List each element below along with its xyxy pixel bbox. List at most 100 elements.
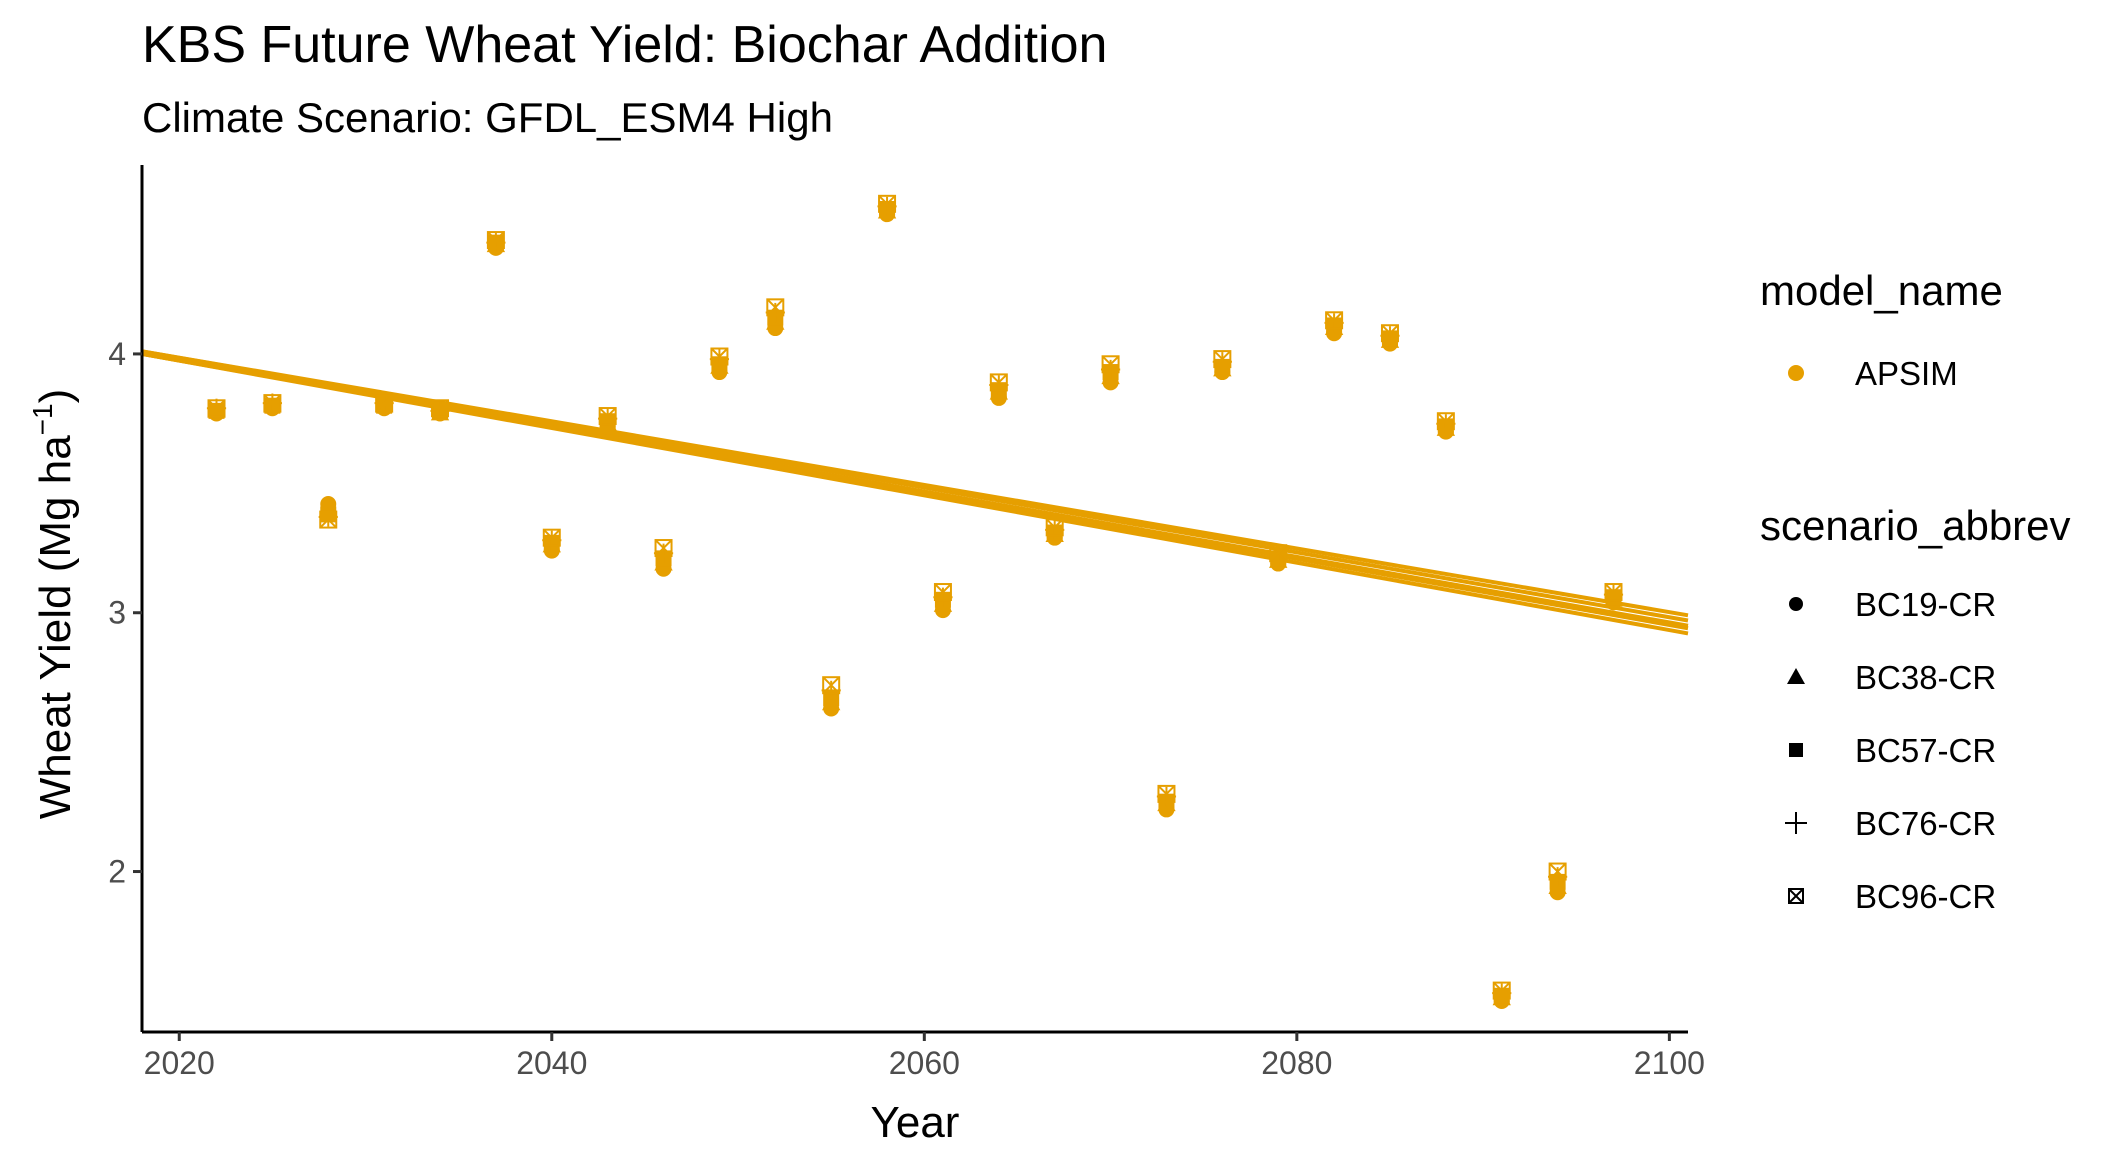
point-bc96-cr-2046-box xyxy=(654,539,673,558)
legend-scenario-key-bc76-cr xyxy=(1785,812,1807,834)
point-bc96-cr-2082-d2 xyxy=(1325,311,1343,329)
y-tick-label-2: 2 xyxy=(108,854,126,890)
point-bc96-cr-2025-d2 xyxy=(263,394,282,412)
point-bc96-cr-2046 xyxy=(654,539,673,558)
point-bc96-cr-2064-d2 xyxy=(990,373,1008,392)
trend-line-5 xyxy=(141,349,1689,618)
point-bc96-cr-2088 xyxy=(1436,412,1455,431)
legend-model-key-apsim xyxy=(1788,365,1804,381)
point-bc96-cr-2022-box xyxy=(207,399,226,418)
legend-scenario-key-bc19-cr xyxy=(1789,597,1803,611)
point-bc96-cr-2028-d2 xyxy=(319,510,337,529)
point-bc96-cr-2043 xyxy=(598,407,617,426)
legend-scenario-label-bc38-cr: BC38-CR xyxy=(1855,659,1996,696)
legend-model-title: model_name xyxy=(1760,267,2003,314)
point-bc96-cr-2076 xyxy=(1213,350,1232,369)
point-bc96-cr-2040-box xyxy=(542,528,561,547)
point-bc96-cr-2031-box xyxy=(375,394,394,413)
point-bc96-cr-2028-box xyxy=(319,510,338,529)
point-bc96-cr-2070-d2 xyxy=(1101,355,1120,373)
x-tick-label-2040: 2040 xyxy=(516,1045,587,1081)
point-bc96-cr-2058-box xyxy=(878,194,897,213)
y-axis-title-superscript: −1 xyxy=(27,403,58,435)
point-bc96-cr-2046-d2 xyxy=(654,539,673,557)
point-bc96-cr-2085-box xyxy=(1380,324,1399,343)
point-bc96-cr-2037 xyxy=(486,231,505,250)
trend-line-3 xyxy=(141,351,1689,628)
point-bc96-cr-2034-d2 xyxy=(431,399,449,417)
point-bc96-cr-2058-d2 xyxy=(878,195,896,213)
point-bc96-cr-2052-box xyxy=(766,298,785,317)
point-bc96-cr-2058 xyxy=(878,194,897,213)
point-bc96-cr-2052 xyxy=(766,298,785,317)
point-bc96-cr-2076-d2 xyxy=(1213,350,1232,368)
plot-area: 2020 2040 2060 2080 2100 2 3 4 xyxy=(108,165,1705,1081)
point-bc96-cr-2067-box xyxy=(1045,518,1064,537)
legend-box xyxy=(1788,888,1804,904)
point-bc96-cr-2079-box xyxy=(1269,544,1288,563)
point-bc96-cr-2040 xyxy=(542,528,561,547)
point-bc96-cr-2037-d2 xyxy=(487,231,505,249)
point-bc96-cr-2037-box xyxy=(486,231,505,250)
point-bc96-cr-2067-d2 xyxy=(1045,518,1064,537)
y-tick-label-3: 3 xyxy=(108,595,126,631)
point-bc96-cr-2094 xyxy=(1548,862,1567,881)
point-bc96-cr-2022-d2 xyxy=(207,399,226,417)
point-bc96-cr-2088-box xyxy=(1436,412,1455,431)
point-bc96-cr-2064 xyxy=(989,373,1008,392)
point-bc96-cr-2091 xyxy=(1492,981,1511,1000)
point-bc96-cr-2070 xyxy=(1101,355,1120,374)
point-bc96-cr-2043-d2 xyxy=(598,407,617,425)
legend-square xyxy=(1789,743,1803,757)
legend-model-label-apsim: APSIM xyxy=(1855,355,1958,392)
point-bc96-cr-2091-box xyxy=(1492,981,1511,1000)
point-bc96-cr-2082-box xyxy=(1325,311,1344,330)
x-tick-label-2100: 2100 xyxy=(1634,1045,1705,1081)
point-bc96-cr-2034 xyxy=(431,399,450,418)
point-bc96-cr-2055 xyxy=(822,676,841,695)
y-axis-title-suffix: ) xyxy=(31,389,80,404)
legend-triangle xyxy=(1787,668,1805,684)
point-bc96-cr-2091-d2 xyxy=(1493,981,1511,1000)
x-tick-label-2060: 2060 xyxy=(889,1045,960,1081)
point-bc96-cr-2079-d2 xyxy=(1269,544,1287,562)
point-bc96-cr-2025 xyxy=(263,394,282,413)
point-bc96-cr-2097 xyxy=(1604,583,1623,602)
point-bc96-cr-2034-box xyxy=(431,399,450,418)
point-bc96-cr-2079 xyxy=(1269,544,1288,563)
x-tick-label-2080: 2080 xyxy=(1261,1045,1332,1081)
x-axis-title: Year xyxy=(871,1098,960,1147)
point-bc96-cr-2097-d2 xyxy=(1604,583,1623,601)
point-bc96-cr-2031-d2 xyxy=(375,394,393,412)
point-bc96-cr-2073-box xyxy=(1157,784,1176,803)
point-bc96-cr-2094-box xyxy=(1548,862,1567,881)
point-bc96-cr-2052-d2 xyxy=(766,298,785,317)
legend-scenario-label-bc96-cr: BC96-CR xyxy=(1855,878,1996,915)
point-bc96-cr-2055-box xyxy=(822,676,841,695)
point-bc96-cr-2082 xyxy=(1325,311,1344,330)
legend-scenario-label-bc76-cr: BC76-CR xyxy=(1855,805,1996,842)
legend-d2 xyxy=(1788,888,1804,904)
legend-scenario-key-bc96-cr xyxy=(1788,888,1804,904)
point-bc96-cr-2049-box xyxy=(710,347,729,366)
point-bc96-cr-2049-d2 xyxy=(710,347,729,366)
legend-circle xyxy=(1789,597,1803,611)
point-bc96-cr-2043-box xyxy=(598,407,617,426)
point-bc96-cr-2085 xyxy=(1380,324,1399,343)
y-axis-title-main: Wheat Yield (Mg ha xyxy=(31,435,80,819)
point-bc96-cr-2061 xyxy=(933,583,952,602)
point-bc96-cr-2067 xyxy=(1045,518,1064,537)
point-bc96-cr-2022 xyxy=(207,399,226,418)
point-bc96-cr-2061-d2 xyxy=(934,583,952,601)
point-bc96-cr-2088-d2 xyxy=(1437,412,1455,430)
point-bc96-cr-2064-box xyxy=(989,373,1008,392)
point-bc96-cr-2073 xyxy=(1157,784,1176,803)
legend-scenario-label-bc19-cr: BC19-CR xyxy=(1855,586,1996,623)
point-bc96-cr-2094-d2 xyxy=(1548,862,1567,881)
point-bc96-cr-2049 xyxy=(710,347,729,366)
legend-scenario-key-bc57-cr xyxy=(1789,743,1803,757)
point-bc96-cr-2070-box xyxy=(1101,355,1120,374)
point-bc96-cr-2025-box xyxy=(263,394,282,413)
